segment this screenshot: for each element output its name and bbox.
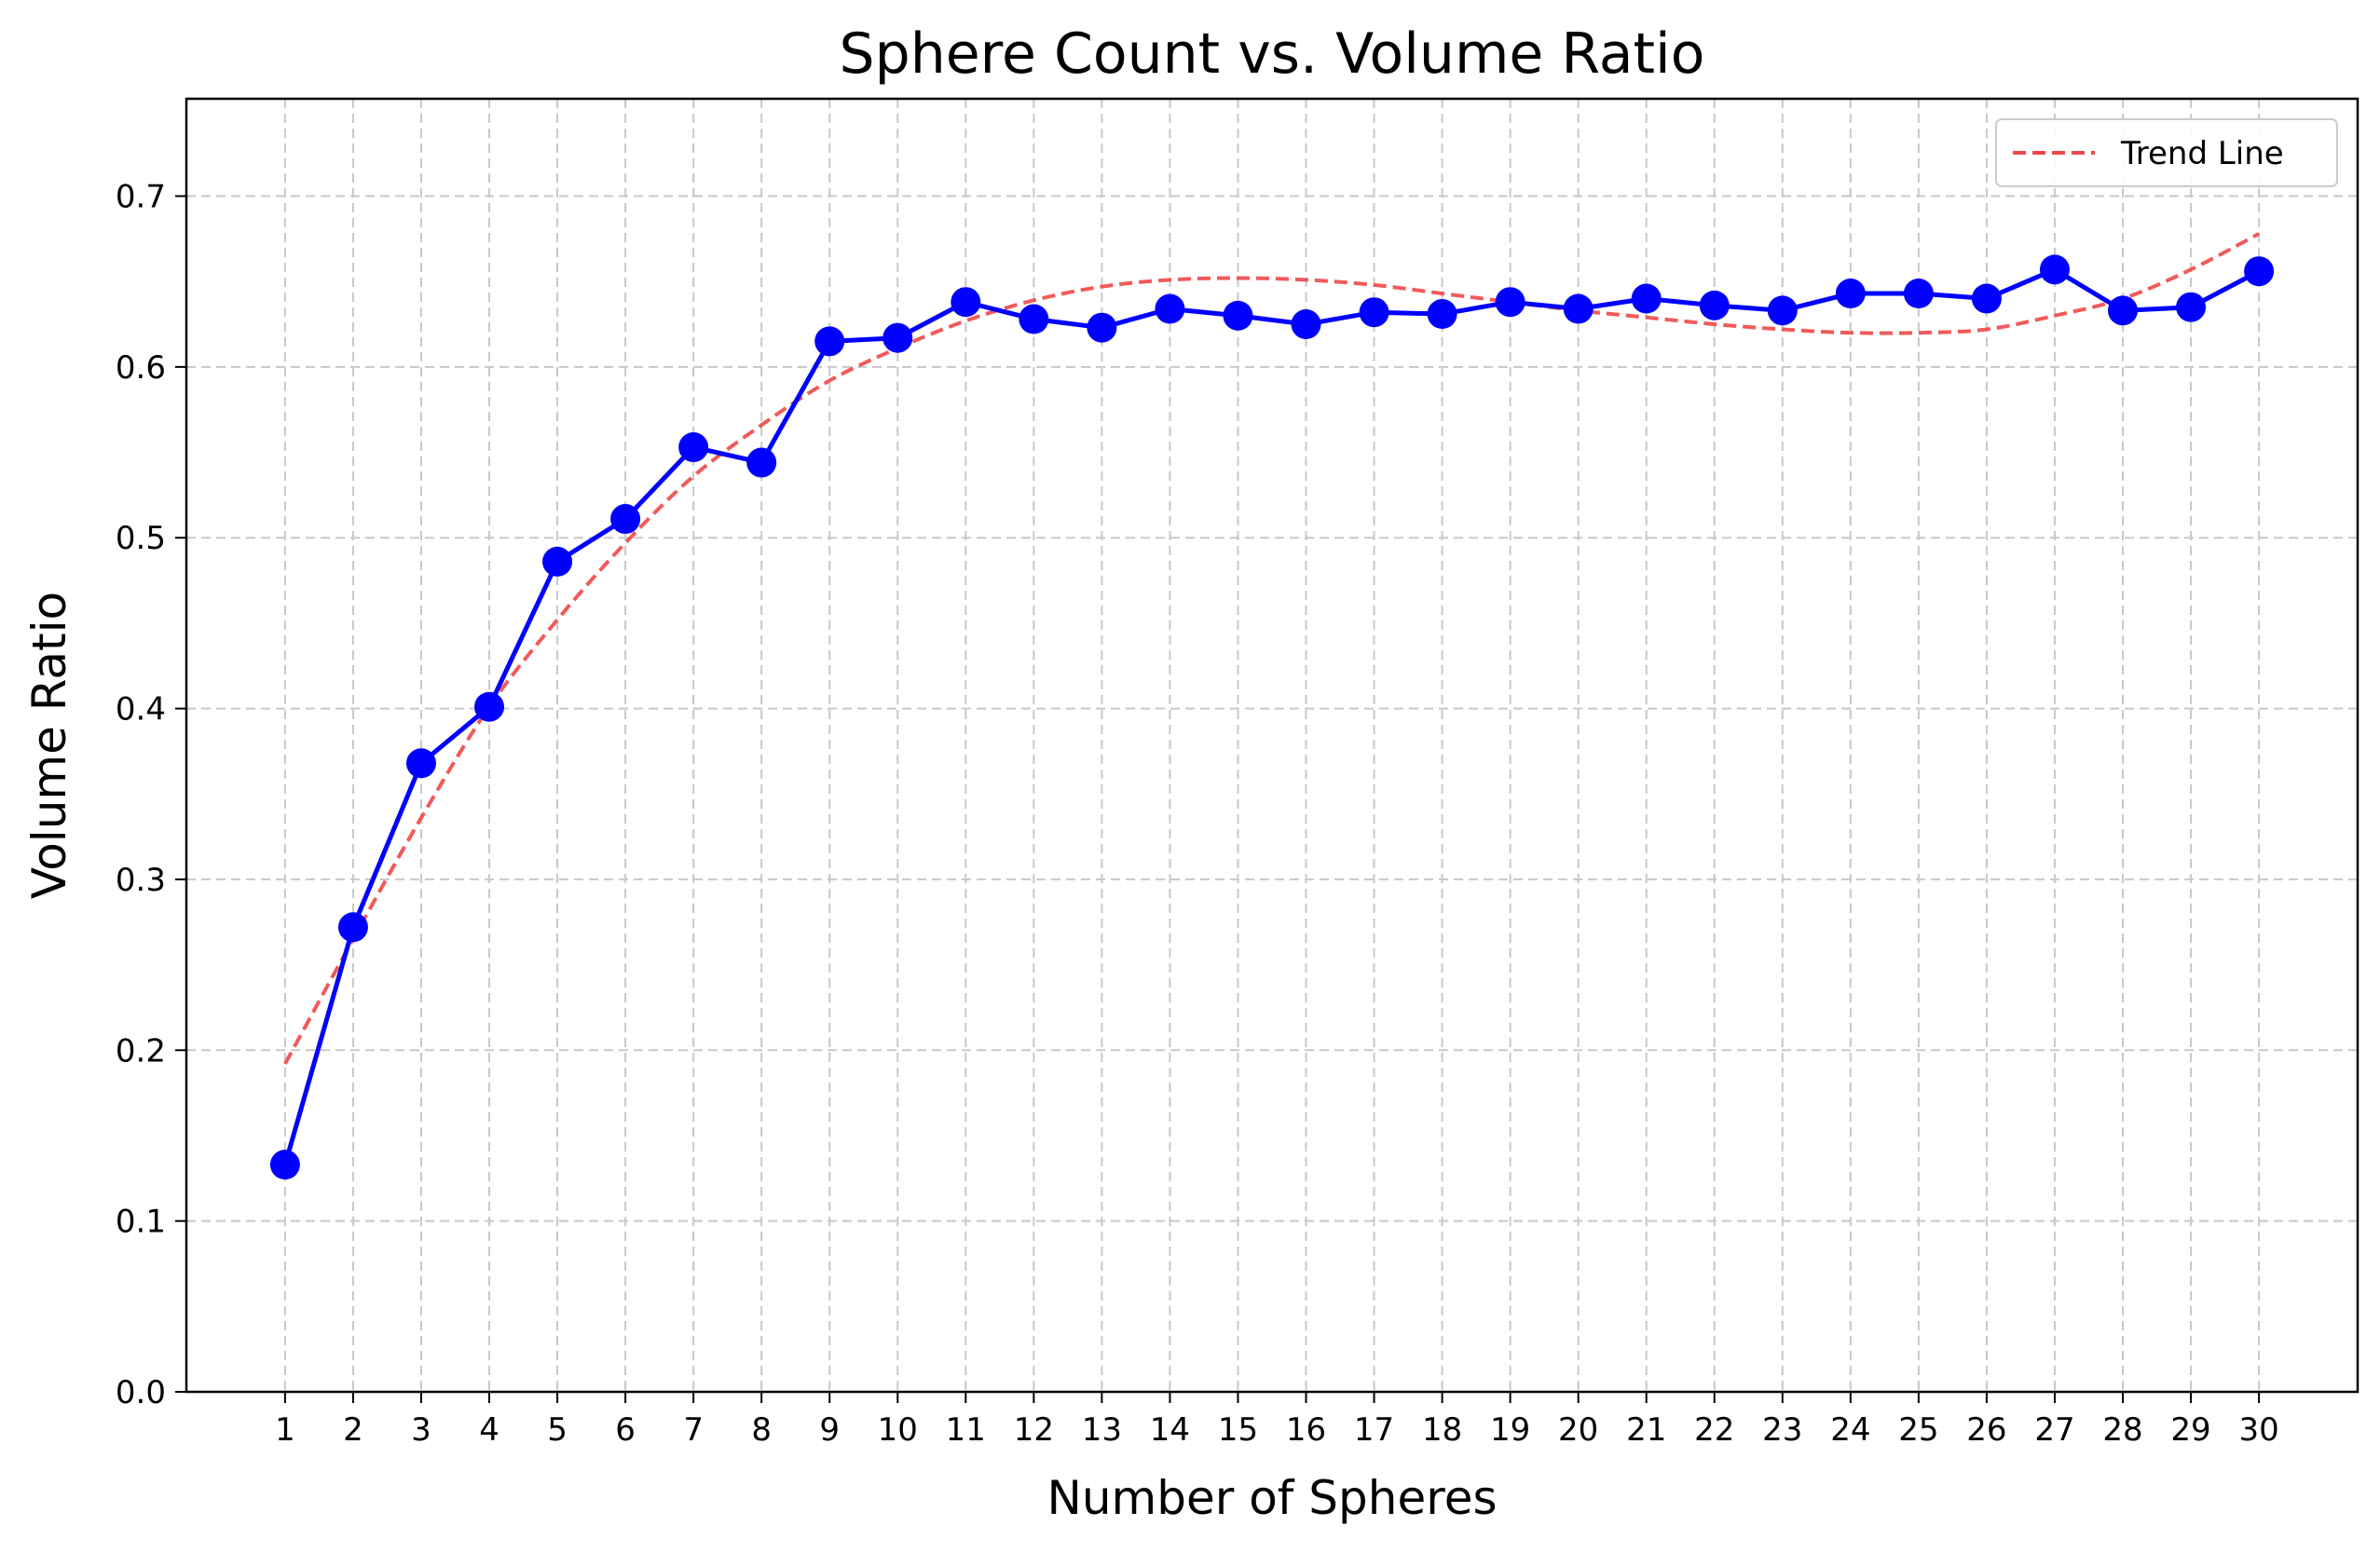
x-tick-label: 11 bbox=[946, 1411, 986, 1449]
y-tick-label: 0.1 bbox=[116, 1204, 166, 1241]
x-tick-label: 14 bbox=[1150, 1411, 1190, 1449]
x-tick-label: 17 bbox=[1354, 1411, 1394, 1449]
x-tick-label: 21 bbox=[1626, 1411, 1666, 1449]
data-point bbox=[1427, 299, 1457, 330]
legend: Trend Line bbox=[1995, 118, 2338, 187]
data-point bbox=[1631, 283, 1662, 314]
y-tick-label: 0.7 bbox=[116, 179, 166, 216]
data-point bbox=[1223, 300, 1253, 331]
x-tick-label: 9 bbox=[819, 1411, 840, 1449]
chart-title: Sphere Count vs. Volume Ratio bbox=[840, 21, 1705, 87]
x-tick-label: 15 bbox=[1218, 1411, 1258, 1449]
data-point bbox=[542, 546, 573, 577]
x-tick-label: 28 bbox=[2102, 1411, 2142, 1449]
data-point bbox=[1291, 309, 1321, 340]
data-point bbox=[882, 322, 913, 353]
x-axis-title: Number of Spheres bbox=[1046, 1471, 1497, 1525]
y-tick-label: 0.5 bbox=[116, 520, 166, 557]
y-tick-label: 0.0 bbox=[116, 1374, 166, 1411]
data-point bbox=[1155, 293, 1185, 324]
data-point bbox=[2108, 295, 2139, 326]
data-point bbox=[2244, 256, 2275, 287]
ticks: 1 2 3 4 5 6 7 8 9 10 11 12 13 14 15 16 17 18 19 20 21 22 23 24 2… bbox=[116, 179, 2279, 1449]
x-tick-label: 16 bbox=[1286, 1411, 1326, 1449]
legend-box bbox=[1995, 118, 2338, 187]
data-point bbox=[474, 691, 505, 722]
data-point bbox=[2176, 292, 2207, 322]
x-tick-label: 10 bbox=[878, 1411, 918, 1449]
data-point bbox=[1563, 293, 1594, 324]
x-tick-label: 2 bbox=[343, 1411, 363, 1449]
x-tick-label: 4 bbox=[479, 1411, 499, 1449]
y-tick-label: 0.6 bbox=[116, 349, 166, 387]
data-point bbox=[1019, 304, 1049, 334]
x-tick-label: 25 bbox=[1898, 1411, 1938, 1449]
x-tick-label: 24 bbox=[1830, 1411, 1870, 1449]
x-tick-label: 5 bbox=[547, 1411, 568, 1449]
x-tick-label: 23 bbox=[1762, 1411, 1802, 1449]
data-point bbox=[1971, 283, 2002, 314]
data-point bbox=[814, 326, 845, 357]
x-tick-label: 13 bbox=[1082, 1411, 1122, 1449]
data-point bbox=[2039, 254, 2070, 285]
x-tick-label: 26 bbox=[1966, 1411, 2006, 1449]
x-tick-label: 7 bbox=[683, 1411, 704, 1449]
data-point bbox=[746, 447, 777, 478]
data-point bbox=[1087, 312, 1117, 343]
y-tick-label: 0.4 bbox=[116, 691, 166, 729]
data-point bbox=[1359, 297, 1389, 328]
data-point bbox=[1699, 290, 1730, 320]
x-tick-label: 18 bbox=[1422, 1411, 1462, 1449]
x-tick-label: 1 bbox=[275, 1411, 295, 1449]
y-tick-label: 0.3 bbox=[116, 862, 166, 899]
x-tick-label: 30 bbox=[2238, 1411, 2278, 1449]
x-tick-label: 19 bbox=[1490, 1411, 1530, 1449]
x-tick-label: 22 bbox=[1694, 1411, 1734, 1449]
data-point bbox=[405, 748, 436, 779]
data-point bbox=[610, 504, 641, 535]
x-tick-label: 6 bbox=[615, 1411, 636, 1449]
y-axis-title: Volume Ratio bbox=[22, 592, 76, 899]
data-point bbox=[1835, 279, 1866, 309]
data-point bbox=[269, 1150, 300, 1180]
data-point bbox=[1767, 295, 1798, 326]
plot-frame bbox=[185, 97, 2359, 1394]
x-tick-label: 3 bbox=[411, 1411, 431, 1449]
x-tick-label: 12 bbox=[1014, 1411, 1054, 1449]
data-point bbox=[1903, 279, 1934, 309]
legend-label: Trend Line bbox=[2120, 135, 2284, 172]
data-point bbox=[1495, 287, 1525, 318]
data-point bbox=[337, 912, 368, 943]
data-point bbox=[678, 432, 709, 463]
y-tick-label: 0.2 bbox=[116, 1032, 166, 1069]
x-tick-label: 8 bbox=[751, 1411, 772, 1449]
series-layer bbox=[269, 232, 2275, 1180]
x-tick-label: 29 bbox=[2170, 1411, 2210, 1449]
x-tick-label: 27 bbox=[2034, 1411, 2074, 1449]
data-point bbox=[951, 287, 981, 318]
x-tick-label: 20 bbox=[1558, 1411, 1598, 1449]
